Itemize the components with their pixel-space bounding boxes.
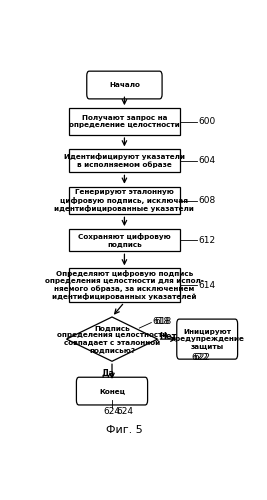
Bar [69,150,180,172]
Text: 614: 614 [198,280,215,289]
Text: 622: 622 [194,352,211,362]
Text: 608: 608 [198,196,215,205]
Text: 604: 604 [198,156,215,166]
Text: 618: 618 [152,318,170,326]
Text: Сохраняют цифровую
подпись: Сохраняют цифровую подпись [78,233,171,247]
Text: Нет: Нет [160,332,177,340]
Text: Начало: Начало [109,82,140,88]
Text: 600: 600 [198,117,215,126]
Bar [69,186,180,214]
Text: Иницируют
предупреждение
защиты: Иницируют предупреждение защиты [170,329,244,349]
Text: Да: Да [101,368,115,377]
Text: 618: 618 [154,318,172,326]
Text: Конец: Конец [99,388,125,394]
Text: 624: 624 [116,406,133,416]
Text: Генерируют эталонную
цифровую подпись, исключая
идентифицированные указатели: Генерируют эталонную цифровую подпись, и… [54,190,194,212]
Text: Идентифицируют указатели
в исполняемом образе: Идентифицируют указатели в исполняемом о… [64,154,185,168]
Polygon shape [66,317,158,362]
Text: 612: 612 [198,236,215,244]
Text: Определяют цифровую подпись
определения целостности для испол-
няемого образа, з: Определяют цифровую подпись определения … [45,270,204,300]
Text: 624: 624 [104,406,120,416]
Bar [69,229,180,252]
FancyBboxPatch shape [76,377,148,405]
Bar [69,108,180,135]
Text: Подпись
определения целостности
совпадает с эталонной
подписью?: Подпись определения целостности совпадае… [57,326,167,353]
Text: 622: 622 [191,352,208,362]
Bar [69,268,180,302]
FancyBboxPatch shape [87,71,162,99]
Text: Получают запрос на
определение целостности: Получают запрос на определение целостнос… [69,115,180,128]
Text: Фиг. 5: Фиг. 5 [106,426,143,436]
FancyBboxPatch shape [177,319,238,359]
